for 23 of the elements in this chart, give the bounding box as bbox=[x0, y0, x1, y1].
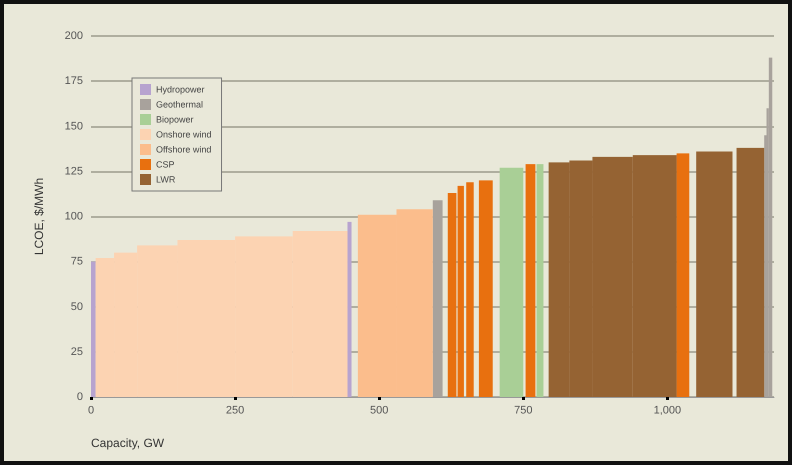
y-tick-label: 150 bbox=[64, 120, 83, 132]
x-tick-label: 1,000 bbox=[654, 404, 682, 416]
y-axis-title: LCOE, $/MWh bbox=[32, 178, 46, 256]
x-tick-label: 250 bbox=[226, 404, 244, 416]
x-tick-label: 500 bbox=[370, 404, 388, 416]
legend-label: Offshore wind bbox=[156, 144, 212, 154]
legend-label: LWR bbox=[156, 174, 176, 184]
legend-label: Onshore wind bbox=[156, 130, 212, 140]
x-tick-label: 0 bbox=[88, 404, 94, 416]
y-tick-label: 100 bbox=[64, 210, 83, 222]
y-tick-label: 175 bbox=[64, 75, 83, 88]
legend-label: CSP bbox=[156, 160, 175, 170]
y-tick-label: 0 bbox=[76, 391, 83, 403]
y-tick-label: 125 bbox=[64, 165, 83, 178]
x-axis-title: Capacity, GW bbox=[91, 436, 165, 450]
y-tick-label: 75 bbox=[70, 256, 83, 268]
y-tick-label: 50 bbox=[70, 300, 83, 313]
x-tick-label: 750 bbox=[514, 404, 532, 416]
legend-label: Hydropower bbox=[156, 84, 205, 94]
y-tick-label: 25 bbox=[70, 346, 83, 358]
y-tick-label: 200 bbox=[64, 30, 83, 42]
legend-label: Biopower bbox=[156, 114, 194, 124]
legend-label: Geothermal bbox=[156, 100, 204, 110]
